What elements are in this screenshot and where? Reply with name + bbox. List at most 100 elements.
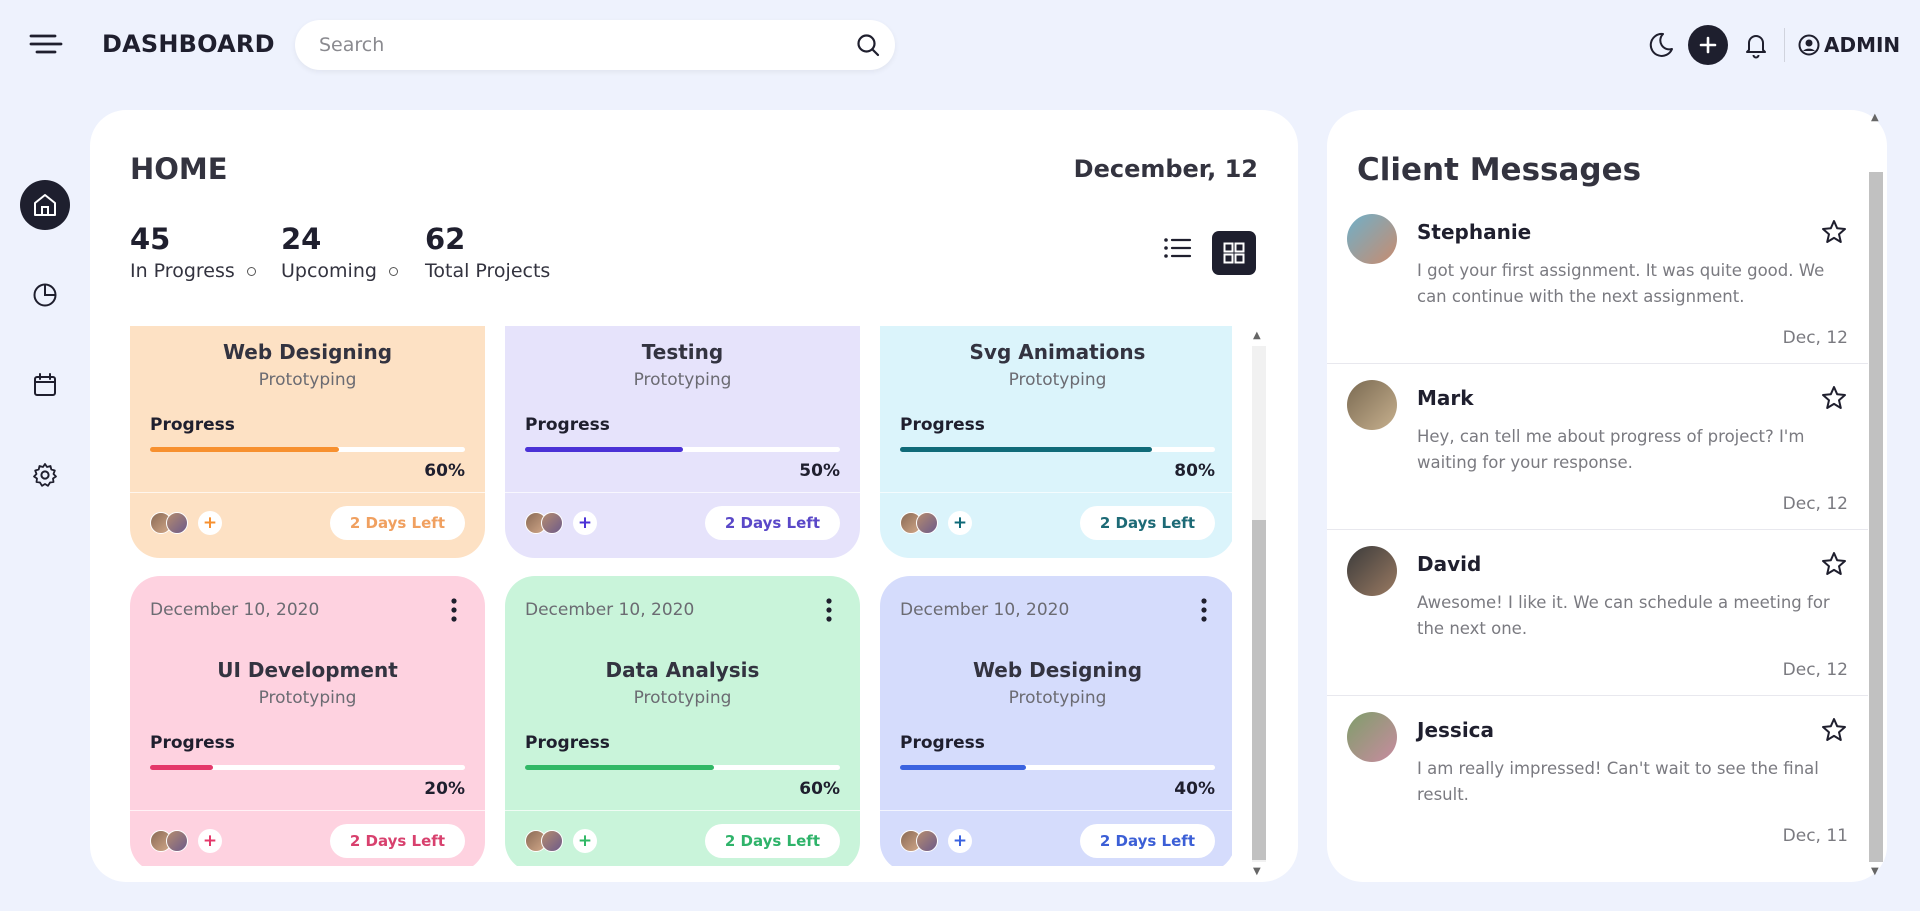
stat-value: 45	[130, 222, 171, 256]
progress-fill	[150, 765, 213, 770]
add-member-button[interactable]: +	[198, 829, 222, 853]
days-left-badge: 2 Days Left	[704, 824, 840, 858]
star-icon[interactable]	[1820, 384, 1848, 412]
progress-track	[525, 447, 840, 452]
message-date: Dec, 12	[1782, 328, 1848, 348]
member-avatars: +	[150, 511, 222, 535]
message-sender: Mark	[1417, 386, 1474, 410]
progress-label: Progress	[900, 733, 985, 753]
message-item[interactable]: Stephanie I got your first assignment. I…	[1327, 198, 1868, 364]
menu-toggle-icon[interactable]	[28, 30, 64, 58]
nav-analytics[interactable]	[20, 270, 70, 320]
project-card[interactable]: Testing Prototyping Progress 50% + 2 Days L…	[505, 326, 860, 558]
star-icon[interactable]	[1820, 550, 1848, 578]
dark-mode-icon[interactable]	[1646, 30, 1676, 60]
project-card[interactable]: Web Designing Prototyping Progress 60% + 2 …	[130, 326, 485, 558]
nav-calendar[interactable]	[20, 360, 70, 410]
messages-scrollbar[interactable]: ▲ ▼	[1866, 110, 1886, 882]
progress-percent: 80%	[1174, 461, 1215, 481]
progress-label: Progress	[525, 733, 610, 753]
message-divider	[1327, 363, 1868, 364]
avatar	[166, 830, 188, 852]
days-left-badge: 2 Days Left	[329, 506, 465, 540]
message-date: Dec, 11	[1782, 826, 1848, 846]
progress-fill	[900, 765, 1026, 770]
search-input[interactable]	[319, 20, 839, 70]
message-divider	[1327, 529, 1868, 530]
message-text: I am really impressed! Can't wait to see…	[1417, 759, 1819, 804]
project-card[interactable]: December 10, 2020 UI Development Prototypi…	[130, 576, 485, 866]
member-avatars: +	[900, 511, 972, 535]
card-subtitle: Prototyping	[633, 370, 732, 390]
card-date: December 10, 2020	[525, 600, 695, 620]
client-messages-panel: Client Messages Stephanie I got your fir…	[1327, 110, 1887, 882]
progress-fill	[150, 447, 339, 452]
progress-track	[150, 447, 465, 452]
message-item[interactable]: David Awesome! I like it. We can schedul…	[1327, 530, 1868, 696]
card-title: Svg Animations	[969, 340, 1146, 364]
more-options-icon[interactable]	[1199, 596, 1209, 624]
project-card[interactable]: December 10, 2020 Web Designing Prototypin…	[880, 576, 1232, 866]
user-menu[interactable]: ADMIN	[1798, 30, 1900, 60]
card-subtitle: Prototyping	[633, 688, 732, 708]
message-sender: Jessica	[1417, 718, 1495, 742]
more-options-icon[interactable]	[824, 596, 834, 624]
add-member-button[interactable]: +	[573, 829, 597, 853]
add-button[interactable]	[1688, 25, 1728, 65]
add-member-button[interactable]: +	[948, 829, 972, 853]
card-subtitle: Prototyping	[258, 370, 357, 390]
card-divider	[880, 810, 1232, 811]
days-left-badge: 2 Days Left	[1079, 506, 1215, 540]
star-icon[interactable]	[1820, 218, 1848, 246]
member-avatars: +	[525, 511, 597, 535]
card-title: Testing	[641, 340, 724, 364]
calendar-icon	[34, 373, 56, 396]
project-card[interactable]: December 10, 2020 Data Analysis Prototypin…	[505, 576, 860, 866]
progress-label: Progress	[150, 415, 235, 435]
message-item[interactable]: Jessica I am really impressed! Can't wai…	[1327, 696, 1868, 862]
avatar	[1347, 546, 1397, 596]
project-cards: Web Designing Prototyping Progress 60% + 2 …	[130, 326, 1232, 866]
avatar	[1347, 380, 1397, 430]
card-title: UI Development	[217, 658, 398, 682]
header-divider	[1784, 28, 1785, 62]
grid-view-button[interactable]	[1212, 231, 1256, 275]
user-icon	[1798, 34, 1820, 56]
message-item[interactable]: Mark Hey, can tell me about progress of …	[1327, 364, 1868, 530]
page-title: HOME	[130, 152, 228, 186]
progress-track	[525, 765, 840, 770]
card-divider	[130, 492, 485, 493]
project-card[interactable]: Svg Animations Prototyping Progress 80% + 2…	[880, 326, 1232, 558]
progress-percent: 40%	[1174, 779, 1215, 799]
more-options-icon[interactable]	[449, 596, 459, 624]
messages-title: Client Messages	[1357, 152, 1642, 188]
star-icon[interactable]	[1820, 716, 1848, 744]
home-icon	[34, 194, 56, 216]
search-icon[interactable]	[855, 32, 881, 58]
message-sender: Stephanie	[1417, 220, 1532, 244]
scrollbar-thumb[interactable]	[1252, 520, 1266, 860]
message-text: Awesome! I like it. We can schedule a me…	[1417, 593, 1830, 638]
list-view-icon[interactable]	[1160, 230, 1196, 266]
card-date: December 10, 2020	[150, 600, 320, 620]
stat-label: Upcoming	[281, 260, 377, 282]
scrollbar-thumb[interactable]	[1869, 172, 1883, 862]
add-member-button[interactable]: +	[198, 511, 222, 535]
cards-scrollbar[interactable]: ▲ ▼	[1248, 328, 1268, 880]
bell-icon[interactable]	[1741, 30, 1771, 60]
search-box	[295, 20, 895, 70]
avatar	[541, 512, 563, 534]
avatar	[916, 512, 938, 534]
progress-track	[900, 765, 1215, 770]
stat-label: In Progress	[130, 260, 235, 282]
message-text: Hey, can tell me about progress of proje…	[1417, 427, 1805, 472]
pie-chart-icon	[33, 283, 57, 307]
brand-title: DASHBOARD	[102, 30, 275, 58]
progress-track	[150, 765, 465, 770]
add-member-button[interactable]: +	[948, 511, 972, 535]
card-divider	[130, 810, 485, 811]
nav-home[interactable]	[20, 180, 70, 230]
nav-settings[interactable]	[20, 450, 70, 500]
plus-icon	[1699, 36, 1717, 54]
add-member-button[interactable]: +	[573, 511, 597, 535]
